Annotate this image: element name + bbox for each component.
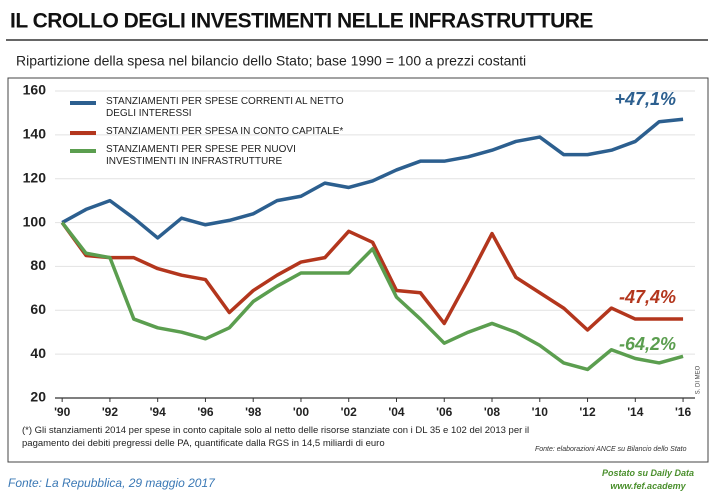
legend-item: STANZIAMENTI PER SPESE CORRENTI AL NETTO…: [70, 96, 430, 120]
legend-item: STANZIAMENTI PER SPESA IN CONTO CAPITALE…: [70, 126, 430, 138]
y-tick-label: 160: [23, 82, 47, 98]
legend-swatch: [70, 101, 96, 105]
y-tick-label: 100: [23, 213, 47, 229]
x-tick-label: '02: [341, 405, 358, 419]
chart-subtitle: Ripartizione della spesa nel bilancio de…: [16, 53, 526, 69]
legend-label: STANZIAMENTI PER SPESE PER NUOVI INVESTI…: [106, 144, 296, 167]
x-tick-label: '06: [436, 405, 453, 419]
legend-label: STANZIAMENTI PER SPESA IN CONTO CAPITALE…: [106, 126, 344, 137]
footnote: (*) Gli stanziamenti 2014 per spese in c…: [22, 425, 530, 449]
end-label: +47,1%: [614, 89, 676, 109]
end-label: -64,2%: [619, 334, 676, 354]
series-line: [61, 117, 684, 240]
x-tick-label: '92: [102, 405, 119, 419]
x-tick-label: '16: [675, 405, 692, 419]
legend-label: STANZIAMENTI PER SPESE CORRENTI AL NETTO…: [106, 96, 344, 119]
legend: STANZIAMENTI PER SPESE CORRENTI AL NETTO…: [70, 96, 430, 174]
x-tick-label: '98: [245, 405, 262, 419]
x-tick-label: '10: [532, 405, 549, 419]
series-line: [60, 221, 684, 332]
end-label: -47,4%: [619, 287, 676, 307]
x-tick-label: '94: [150, 405, 167, 419]
posted: Postato su Daily Data: [601, 468, 695, 478]
credit: S. DI MEO: [696, 365, 702, 394]
y-tick-label: 60: [30, 301, 46, 317]
chart-frame: [7, 77, 709, 463]
y-tick-label: 80: [30, 257, 46, 273]
x-tick-label: '96: [197, 405, 214, 419]
x-tick-label: '12: [579, 405, 596, 419]
y-tick-label: 140: [23, 126, 47, 142]
chart-source: Fonte: elaborazioni ANCE su Bilancio del…: [535, 446, 687, 453]
legend-swatch: [70, 149, 96, 153]
legend-item: STANZIAMENTI PER SPESE PER NUOVI INVESTI…: [70, 144, 430, 168]
y-tick-label: 20: [30, 389, 46, 405]
chart-title: IL CROLLO DEGLI INVESTIMENTI NELLE INFRA…: [10, 10, 593, 33]
y-tick-label: 40: [30, 345, 46, 361]
x-tick-label: '90: [54, 405, 71, 419]
x-tick-label: '00: [293, 405, 310, 419]
page-source: Fonte: La Repubblica, 29 maggio 2017: [8, 476, 215, 490]
x-tick-label: '08: [484, 405, 501, 419]
series-line: [60, 221, 684, 372]
legend-swatch: [70, 131, 96, 135]
site: www.fef.academy: [610, 481, 686, 491]
y-tick-label: 120: [23, 169, 47, 185]
x-tick-label: '04: [388, 405, 405, 419]
x-tick-label: '14: [627, 405, 644, 419]
posted-note: Postato su Daily Data www.fef.academy: [588, 467, 708, 493]
